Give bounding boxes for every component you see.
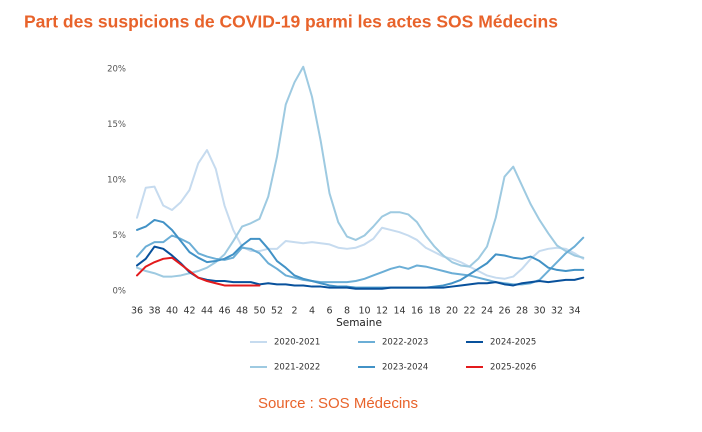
x-tick-label: 44: [201, 306, 213, 317]
x-axis-label: Semaine: [336, 317, 382, 329]
source: Source : SOS Médecins: [258, 395, 418, 412]
x-tick-label: 16: [411, 306, 423, 317]
legend-label: 2024-2025: [490, 338, 536, 348]
x-tick-label: 8: [344, 306, 350, 317]
x-tick-label: 34: [568, 306, 580, 317]
x-tick-label: 48: [236, 306, 248, 317]
line: [136, 234, 585, 286]
legend-label: 2025-2026: [490, 363, 536, 373]
x-tick-label: 30: [533, 306, 545, 317]
x-tick-label: 22: [463, 306, 475, 317]
x-tick-label: 10: [358, 306, 370, 317]
x-tick-label: 20: [446, 306, 458, 317]
y-tick-label: 5%: [113, 231, 127, 241]
x-tick-label: 24: [481, 306, 493, 317]
legend-label: 2021-2022: [274, 363, 320, 373]
line: [136, 256, 261, 287]
y-tick-label: 15%: [107, 120, 126, 130]
x-tick-label: 52: [271, 306, 283, 317]
y-tick-label: 20%: [107, 65, 126, 75]
line: [136, 245, 585, 290]
x-tick-label: 42: [183, 306, 195, 317]
x-tick-label: 32: [551, 306, 563, 317]
x-tick-label: 12: [376, 306, 388, 317]
x-tick-label: 2: [291, 306, 297, 317]
x-tick-label: 4: [309, 306, 315, 317]
chart-title: Part des suspicions de COVID-19 parmi le…: [24, 12, 558, 32]
line: [136, 149, 585, 280]
legend-label: 2022-2023: [382, 338, 428, 348]
x-tick-label: 28: [516, 306, 528, 317]
y-tick-label: 0%: [113, 287, 127, 297]
x-tick-label: 46: [218, 306, 230, 317]
x-tick-label: 18: [428, 306, 440, 317]
x-tick-label: 14: [393, 306, 405, 317]
y-tick-label: 10%: [107, 176, 126, 186]
x-tick-label: 50: [253, 306, 265, 317]
x-tick-label: 36: [131, 306, 143, 317]
x-tick-label: 38: [148, 306, 160, 317]
x-tick-label: 40: [166, 306, 178, 317]
legend-label: 2023-2024: [382, 363, 428, 373]
line: [136, 65, 585, 278]
x-tick-label: 6: [326, 306, 332, 317]
line: [136, 218, 585, 289]
x-tick-label: 26: [498, 306, 510, 317]
legend-label: 2020-2021: [274, 338, 320, 348]
